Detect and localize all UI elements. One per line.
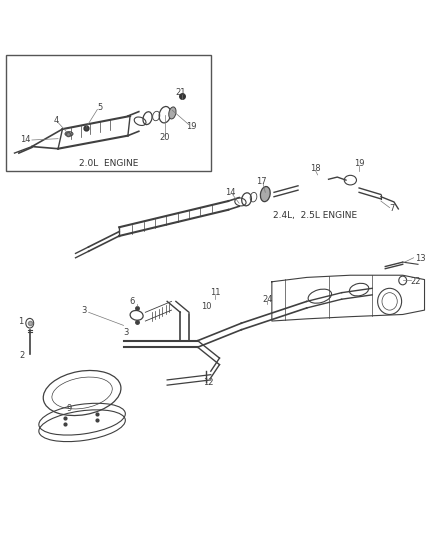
Ellipse shape xyxy=(349,284,368,296)
Text: 2.4L,  2.5L ENGINE: 2.4L, 2.5L ENGINE xyxy=(273,211,357,220)
Text: 3: 3 xyxy=(123,328,128,337)
Text: 24: 24 xyxy=(261,295,272,304)
Text: 11: 11 xyxy=(209,288,220,297)
Text: 9: 9 xyxy=(66,404,71,413)
Text: 4: 4 xyxy=(53,116,58,125)
Text: 3: 3 xyxy=(81,305,87,314)
Text: 21: 21 xyxy=(175,87,185,96)
Text: 20: 20 xyxy=(159,133,170,142)
Text: 14: 14 xyxy=(20,135,31,144)
Text: 13: 13 xyxy=(414,254,424,263)
Text: 19: 19 xyxy=(353,159,364,168)
Text: 22: 22 xyxy=(410,277,420,286)
Bar xyxy=(6,55,210,171)
Text: 12: 12 xyxy=(203,377,213,386)
Text: 7: 7 xyxy=(388,205,394,213)
Ellipse shape xyxy=(168,107,176,119)
Ellipse shape xyxy=(260,187,270,201)
Ellipse shape xyxy=(307,289,331,303)
Text: 19: 19 xyxy=(185,122,196,131)
Text: 2.0L  ENGINE: 2.0L ENGINE xyxy=(78,159,138,168)
Text: 5: 5 xyxy=(97,103,102,112)
Text: 6: 6 xyxy=(129,297,134,306)
Text: 2: 2 xyxy=(20,351,25,360)
Text: 1: 1 xyxy=(18,317,24,326)
Text: 18: 18 xyxy=(310,164,320,173)
Text: 10: 10 xyxy=(201,302,211,311)
Text: 17: 17 xyxy=(256,177,266,186)
Text: 14: 14 xyxy=(225,188,235,197)
